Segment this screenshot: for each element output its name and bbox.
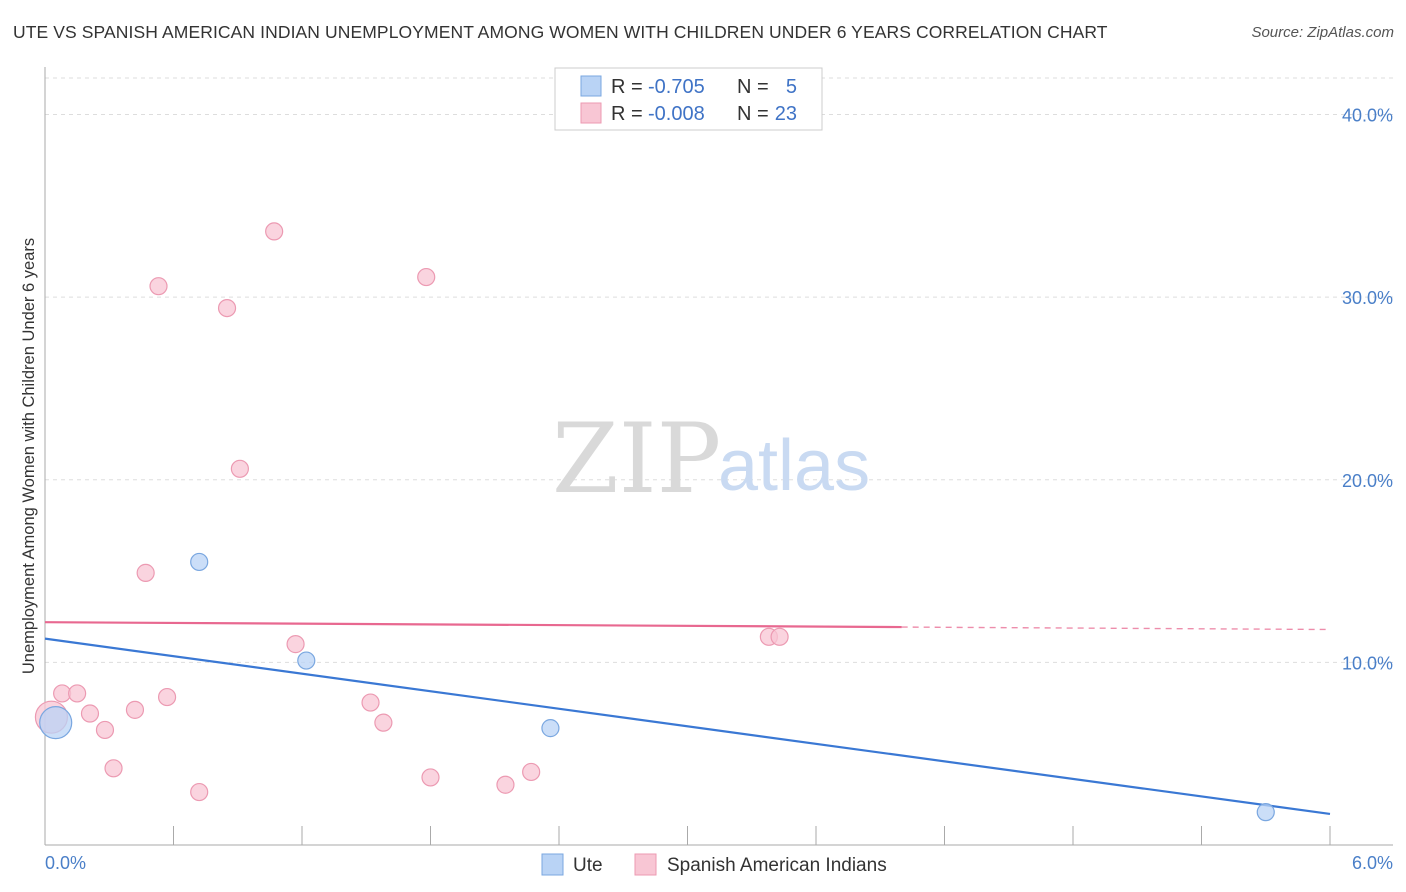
legend-ute-label: Ute [573, 855, 603, 876]
x-tick-label: 6.0% [1352, 853, 1393, 873]
sai-legend-swatch [580, 102, 602, 124]
series-legend: Ute Spanish American Indians [541, 853, 887, 876]
legend-sai-swatch [634, 853, 657, 876]
ute-trend-line [44, 637, 1331, 816]
sai-data-point [496, 775, 515, 794]
sai-data-point [136, 563, 155, 582]
data-points [34, 222, 1275, 822]
stats-legend: R = -0.705 N = 5 R = -0.008 N = 23 [554, 67, 823, 131]
sai-data-point [286, 635, 305, 654]
y-tick-label: 20.0% [1342, 471, 1393, 491]
sai-r-value: -0.008 [648, 103, 705, 125]
legend-sai-label: Spanish American Indians [667, 855, 887, 876]
sai-data-point [104, 759, 123, 778]
watermark-atlas: atlas [718, 426, 870, 506]
sai-n-label: N = [737, 103, 769, 125]
y-tick-label: 10.0% [1342, 653, 1393, 673]
ute-data-point [39, 706, 73, 740]
trend-lines [44, 621, 1331, 816]
sai-data-point [522, 762, 541, 782]
watermark-zip: ZIP [552, 403, 721, 515]
sai-data-point [421, 768, 440, 787]
sai-data-point [68, 684, 87, 703]
y-tick-label: 40.0% [1342, 106, 1393, 126]
ute-data-point [1256, 803, 1275, 822]
y-tick-label: 30.0% [1342, 288, 1393, 308]
source-label: Source: ZipAtlas.com [1251, 24, 1394, 41]
watermark: ZIP atlas [552, 403, 870, 515]
ute-r-label: R = [611, 76, 643, 98]
y-axis-label: Unemployment Among Women with Children U… [20, 238, 38, 674]
sai-data-point [374, 713, 393, 732]
sai-trend-line [44, 621, 902, 629]
legend-ute-swatch [541, 853, 564, 876]
sai-data-point [230, 459, 249, 478]
ute-n-label: N = [737, 76, 769, 98]
ute-data-point [541, 719, 560, 738]
x-tick-labels: 0.0% 6.0% [45, 853, 1393, 873]
sai-data-point [190, 782, 209, 802]
sai-data-point [149, 277, 168, 296]
sai-r-label: R = [611, 103, 643, 125]
sai-trend-line-dashed [901, 626, 1331, 631]
ute-legend-swatch [580, 75, 602, 97]
ute-n-value: 5 [786, 76, 797, 98]
sai-data-point [417, 267, 436, 287]
ute-data-point [297, 651, 316, 670]
sai-data-point [217, 299, 237, 318]
sai-n-value: 23 [775, 103, 797, 125]
ute-r-value: -0.705 [648, 76, 705, 98]
chart-title: UTE VS SPANISH AMERICAN INDIAN UNEMPLOYM… [13, 22, 1108, 42]
x-tick-label: 0.0% [45, 853, 86, 873]
sai-data-point [770, 627, 789, 646]
grid-lines [45, 77, 1393, 663]
sai-data-point [265, 222, 284, 241]
sai-data-point [95, 720, 115, 740]
sai-data-point [80, 704, 100, 723]
sai-data-point [361, 693, 380, 712]
y-tick-labels: 10.0% 20.0% 30.0% 40.0% [1342, 106, 1393, 674]
ute-data-point [190, 552, 209, 572]
sai-data-point [157, 687, 177, 707]
sai-data-point [125, 700, 145, 719]
